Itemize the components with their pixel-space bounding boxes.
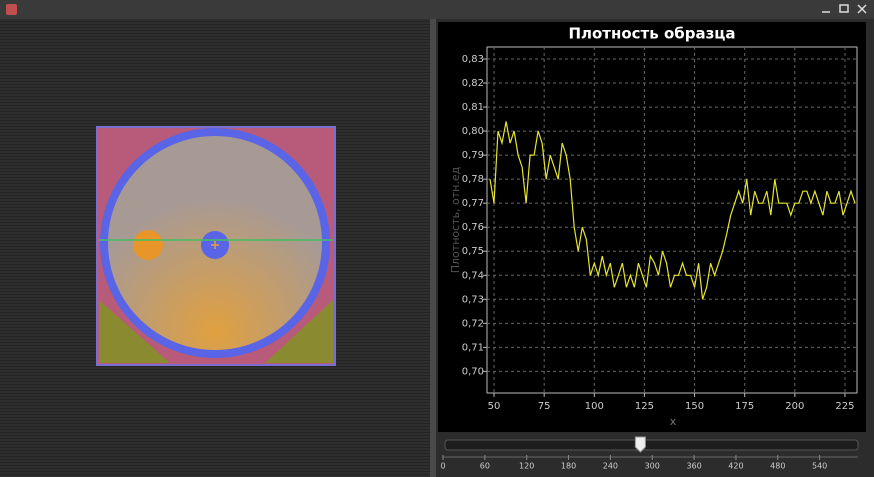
y-tick-label: 0,72: [462, 318, 484, 329]
slider-tick-label: 120: [519, 462, 534, 471]
slider-tick-label: 300: [645, 462, 660, 471]
y-tick-label: 0,73: [462, 294, 484, 305]
slider-tick-label: 420: [728, 462, 743, 471]
chart-title: Плотность образца: [568, 25, 735, 43]
slider-track[interactable]: [444, 439, 859, 451]
x-tick-label: 225: [835, 401, 854, 412]
slider-tick-label: 0: [440, 462, 445, 471]
y-tick-label: 0,77: [462, 198, 484, 209]
slider-tick-label: 180: [561, 462, 576, 471]
x-tick-label: 175: [735, 401, 754, 412]
x-tick-label: 75: [538, 401, 551, 412]
y-tick-label: 0,74: [462, 270, 484, 281]
maximize-button[interactable]: [839, 4, 849, 13]
x-tick-label: 125: [635, 401, 654, 412]
x-tick-label: 200: [785, 401, 804, 412]
plot-frame: [486, 46, 858, 394]
y-tick-label: 0,78: [462, 174, 484, 185]
y-tick-label: 0,80: [462, 126, 484, 137]
data-line: [489, 121, 856, 300]
slider-tick-label: 240: [603, 462, 618, 471]
slider-tick-label: 480: [770, 462, 785, 471]
x-axis-label: x: [670, 415, 677, 428]
y-tick-label: 0,81: [462, 102, 484, 113]
x-tick-label: 100: [585, 401, 604, 412]
y-tick-label: 0,70: [462, 366, 484, 377]
y-tick-label: 0,79: [462, 150, 484, 161]
y-tick-label: 0,83: [462, 54, 484, 65]
slider-handle[interactable]: [634, 436, 646, 453]
y-tick-label: 0,71: [462, 342, 484, 353]
y-tick-label: 0,75: [462, 246, 484, 257]
title-bar: [0, 0, 874, 19]
y-axis-label: Плотность, отн.ед: [449, 166, 462, 273]
slider-tick-label: 360: [686, 462, 701, 471]
x-tick-label: 50: [488, 401, 501, 412]
y-tick-label: 0,76: [462, 222, 484, 233]
slider-tick-label: 60: [480, 462, 490, 471]
x-tick-label: 150: [685, 401, 704, 412]
slider-tick-label: 540: [812, 462, 827, 471]
y-tick-label: 0,82: [462, 78, 484, 89]
splitter[interactable]: [430, 19, 436, 477]
close-button[interactable]: [857, 4, 867, 14]
app-icon: [6, 4, 17, 15]
sample-image: [96, 126, 336, 366]
